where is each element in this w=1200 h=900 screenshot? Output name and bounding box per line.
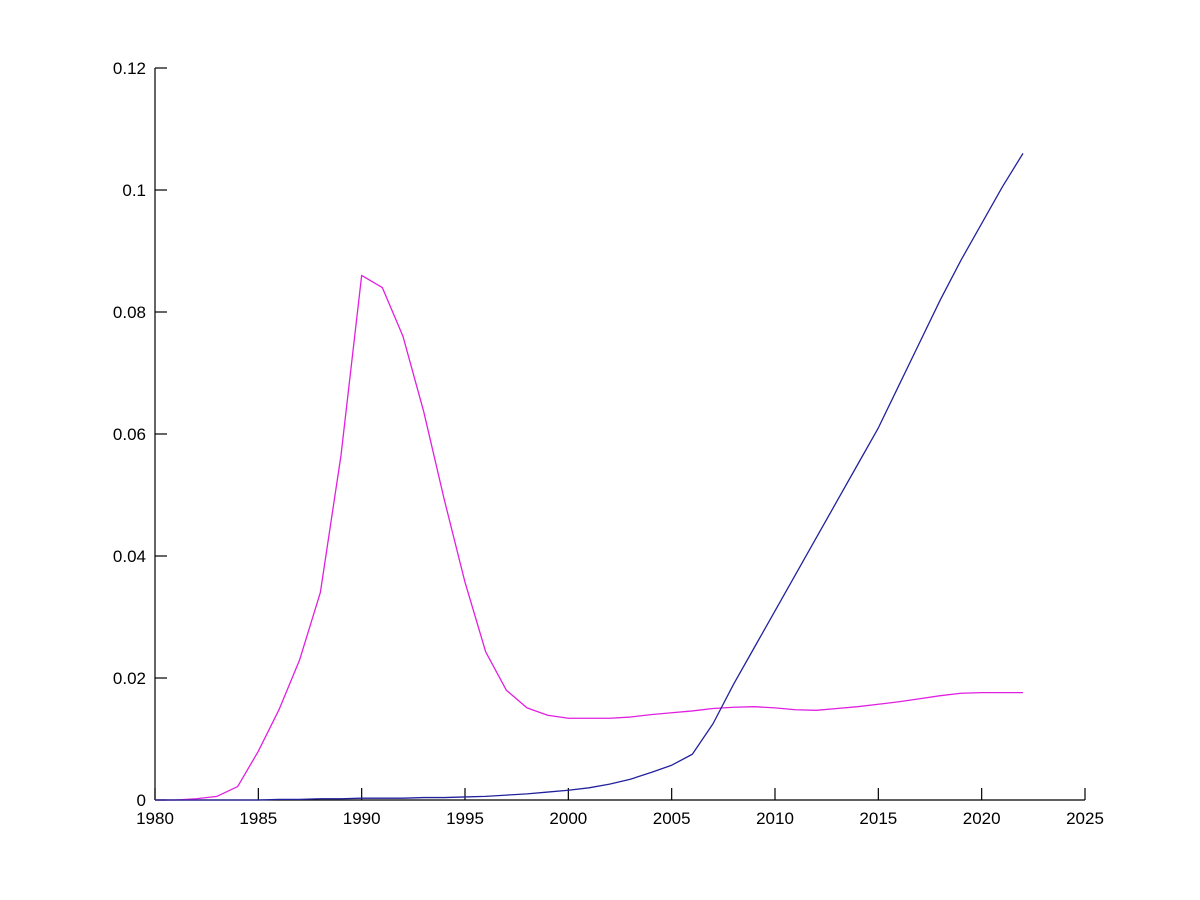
blue-line	[155, 153, 1024, 801]
x-tick-label: 2010	[756, 809, 794, 828]
x-tick-label: 2020	[963, 809, 1001, 828]
x-tick-label: 2000	[549, 809, 587, 828]
y-tick-label: 0.04	[113, 547, 146, 566]
x-tick-label: 1995	[446, 809, 484, 828]
y-tick-label: 0	[137, 791, 146, 810]
y-tick-label: 0.06	[113, 425, 146, 444]
x-tick-label: 1985	[239, 809, 277, 828]
x-tick-label: 2025	[1066, 809, 1104, 828]
y-tick-label: 0.12	[113, 59, 146, 78]
x-tick-label: 2015	[859, 809, 897, 828]
x-tick-label: 1990	[343, 809, 381, 828]
x-tick-label: 1980	[136, 809, 174, 828]
magenta-line	[155, 274, 1023, 801]
x-tick-label: 2005	[653, 809, 691, 828]
y-tick-label: 0.08	[113, 303, 146, 322]
y-tick-label: 0.1	[122, 181, 146, 200]
y-tick-label: 0.02	[113, 669, 146, 688]
